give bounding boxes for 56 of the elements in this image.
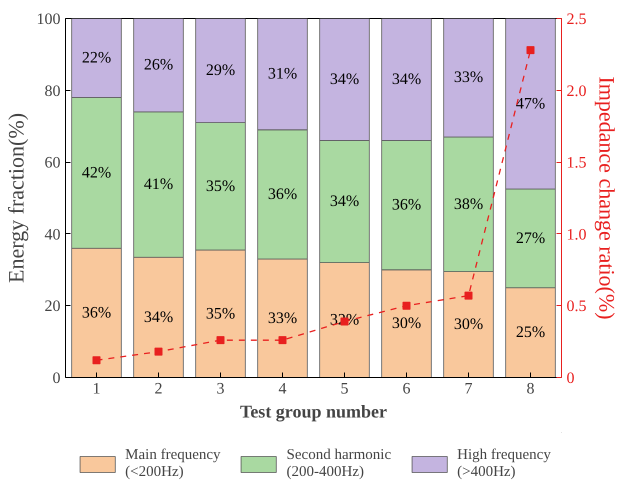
y-axis-title: Energy fraction(%) <box>4 112 28 284</box>
data-label: 25% <box>516 324 546 342</box>
data-label: 34% <box>330 193 360 210</box>
data-label: 31% <box>268 66 298 83</box>
y2-tick-label: 2.5 <box>566 11 586 28</box>
legend-label: High frequency (>400Hz) <box>457 447 551 481</box>
data-label: 36% <box>82 304 112 322</box>
point <box>154 348 162 356</box>
y2-axis-title: Impedance change ratio(%) <box>594 76 620 320</box>
x-tick-label: 3 <box>216 380 224 398</box>
data-label: 34% <box>330 71 360 88</box>
x-tick-label: 5 <box>340 380 348 398</box>
data-label: 26% <box>144 56 174 74</box>
x-tick-label: 1 <box>92 380 100 398</box>
y-tick-label: 60 <box>44 154 60 172</box>
data-label: 22% <box>82 49 112 66</box>
data-label: 33% <box>268 310 298 327</box>
y-tick-label: 100 <box>36 11 60 28</box>
data-label: 41% <box>144 176 174 194</box>
y2-tick-label: 0.5 <box>566 298 586 316</box>
data-label: 30% <box>392 315 422 332</box>
data-label: 34% <box>144 308 174 326</box>
y-tick-label: 0 <box>52 370 60 387</box>
data-label: 38% <box>454 196 484 213</box>
point <box>464 292 472 300</box>
y2-tick-label: 1.5 <box>566 154 586 172</box>
x-tick-label: 2 <box>154 380 162 398</box>
data-label: 33% <box>454 69 484 86</box>
data-label: 36% <box>392 196 422 214</box>
data-label: 27% <box>516 230 546 247</box>
x-axis-title: Test group number <box>240 402 388 422</box>
legend-label: Main frequency (<200Hz) <box>125 447 221 481</box>
point <box>526 46 534 54</box>
x-tick-label: 8 <box>526 380 534 398</box>
data-label: 34% <box>392 71 422 88</box>
data-label: 29% <box>206 62 236 80</box>
point <box>216 336 224 344</box>
y2-tick-label: 2.0 <box>566 82 586 100</box>
point <box>402 302 410 310</box>
point <box>92 356 100 364</box>
x-tick-label: 7 <box>464 380 472 398</box>
data-label: 35% <box>206 305 236 322</box>
x-tick-label: 4 <box>278 380 286 398</box>
data-label: 47% <box>516 95 546 112</box>
y2-tick-label: 1.0 <box>566 226 586 244</box>
data-label: 42% <box>82 164 112 182</box>
x-tick-label: 6 <box>402 380 410 398</box>
data-label: 36% <box>268 186 298 203</box>
y2-tick-label: 0 <box>566 370 574 387</box>
data-label: 30% <box>454 316 484 334</box>
y-tick-label: 80 <box>44 82 60 100</box>
y-tick-label: 20 <box>44 298 60 316</box>
legend-label: Second harmonic (200-400Hz) <box>286 447 392 481</box>
data-label: 35% <box>206 178 236 195</box>
y-tick-label: 40 <box>44 226 60 244</box>
point <box>278 336 286 344</box>
